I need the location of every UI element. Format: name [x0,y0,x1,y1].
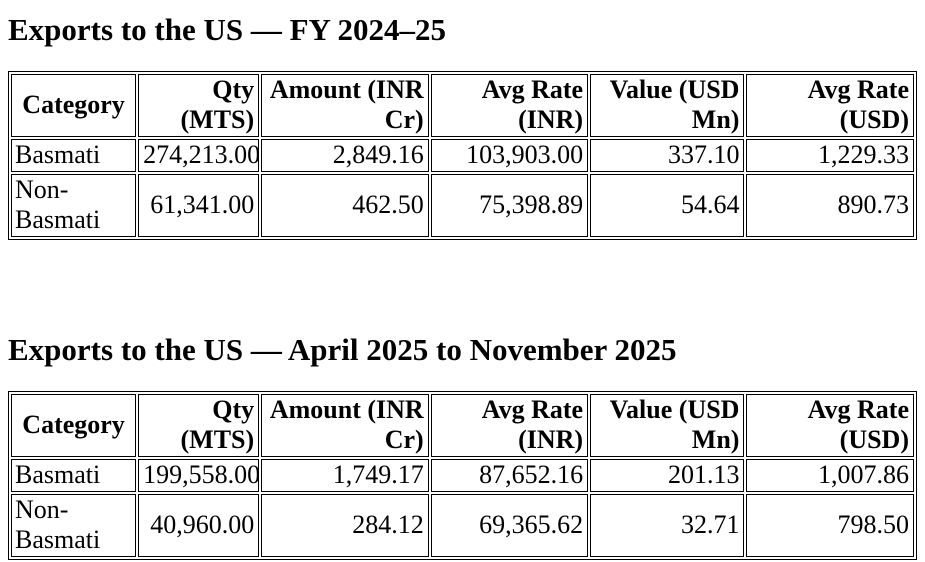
column-header-amount-inr-cr: Amount (INR Cr) [261,393,429,457]
cell-avg-rate-usd: 1,007.86 [746,458,914,492]
cell-amount-inr-cr: 462.50 [261,173,429,237]
report-section-fy-2024-25: Exports to the US — FY 2024–25 Category … [8,0,917,240]
column-header-qty-mts: Qty (MTS) [138,393,260,457]
cell-category: Basmati [11,138,137,172]
cell-qty-mts: 199,558.00 [138,458,260,492]
column-header-category: Category [11,73,137,137]
table-row-non-basmati: Non- Basmati 61,341.00 462.50 75,398.89 … [11,173,914,237]
cell-amount-inr-cr: 284.12 [261,493,429,557]
report-section-apr-nov-2025: Exports to the US — April 2025 to Novemb… [8,332,917,560]
cell-avg-rate-usd: 798.50 [746,493,914,557]
cell-category: Non- Basmati [11,173,137,237]
cell-value-usd-mn: 201.13 [590,458,745,492]
cell-value-usd-mn: 337.10 [590,138,745,172]
column-header-avg-rate-usd: Avg Rate (USD) [746,393,914,457]
page-title-fy-2024-25: Exports to the US — FY 2024–25 [8,12,447,47]
column-header-category: Category [11,393,137,457]
column-header-avg-rate-usd: Avg Rate (USD) [746,73,914,137]
column-header-qty-mts: Qty (MTS) [138,73,260,137]
table-row-non-basmati: Non- Basmati 40,960.00 284.12 69,365.62 … [11,493,914,557]
cell-category: Basmati [11,458,137,492]
cell-qty-mts: 61,341.00 [138,173,260,237]
cell-avg-rate-usd: 890.73 [746,173,914,237]
cell-qty-mts: 40,960.00 [138,493,260,557]
column-header-avg-rate-inr: Avg Rate (INR) [430,393,589,457]
exports-table-apr-nov-2025: Category Qty (MTS) Amount (INR Cr) Avg R… [8,390,917,560]
cell-category: Non- Basmati [11,493,137,557]
table-row-basmati: Basmati 199,558.00 1,749.17 87,652.16 20… [11,458,914,492]
column-header-avg-rate-inr: Avg Rate (INR) [430,73,589,137]
column-header-value-usd-mn: Value (USD Mn) [590,73,745,137]
cell-amount-inr-cr: 2,849.16 [261,138,429,172]
column-header-amount-inr-cr: Amount (INR Cr) [261,73,429,137]
cell-avg-rate-usd: 1,229.33 [746,138,914,172]
exports-report-document: Exports to the US — FY 2024–25 Category … [8,0,917,560]
page-title-apr-nov-2025: Exports to the US — April 2025 to Novemb… [8,332,677,367]
table-row-basmati: Basmati 274,213.00 2,849.16 103,903.00 3… [11,138,914,172]
exports-table-fy-2024-25: Category Qty (MTS) Amount (INR Cr) Avg R… [8,70,917,240]
header-row: Category Qty (MTS) Amount (INR Cr) Avg R… [11,73,914,137]
cell-avg-rate-inr: 87,652.16 [430,458,589,492]
cell-qty-mts: 274,213.00 [138,138,260,172]
cell-value-usd-mn: 32.71 [590,493,745,557]
cell-avg-rate-inr: 75,398.89 [430,173,589,237]
cell-amount-inr-cr: 1,749.17 [261,458,429,492]
cell-value-usd-mn: 54.64 [590,173,745,237]
column-header-value-usd-mn: Value (USD Mn) [590,393,745,457]
cell-avg-rate-inr: 69,365.62 [430,493,589,557]
cell-avg-rate-inr: 103,903.00 [430,138,589,172]
header-row: Category Qty (MTS) Amount (INR Cr) Avg R… [11,393,914,457]
